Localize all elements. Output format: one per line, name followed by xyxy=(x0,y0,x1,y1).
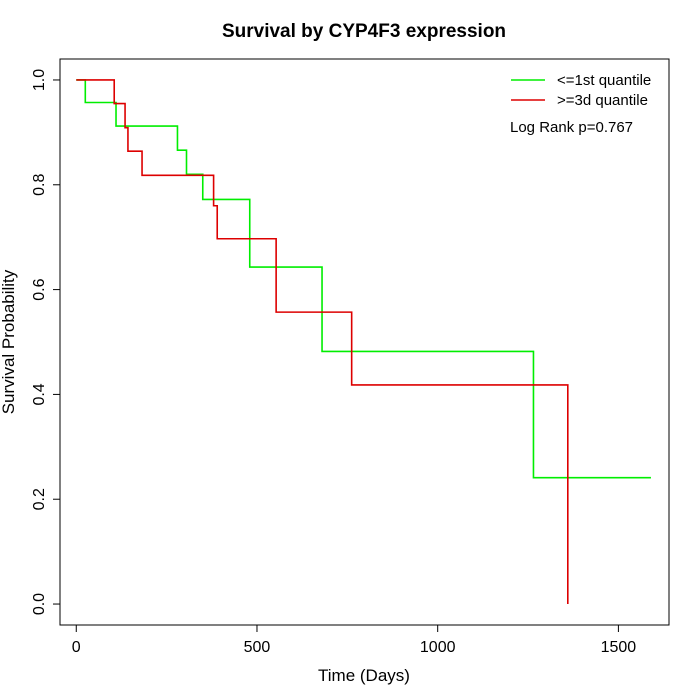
series-layer xyxy=(76,79,651,605)
y-tick-label: 1.0 xyxy=(31,69,48,91)
y-tick-label: 0.8 xyxy=(31,174,48,196)
x-axis-label: Time (Days) xyxy=(318,666,410,685)
series-line-2 xyxy=(76,79,569,605)
plot-frame xyxy=(59,58,670,626)
x-tick-label: 1500 xyxy=(601,639,637,656)
legend-entry: >=3d quantile xyxy=(557,92,648,109)
y-tick-label: 0.0 xyxy=(31,593,48,615)
y-tick-label: 0.2 xyxy=(31,488,48,510)
y-axis: 0.0 0.2 0.4 0.6 0.8 1.0 xyxy=(31,69,61,615)
x-tick-label: 0 xyxy=(72,639,81,656)
legend: <=1st quantile >=3d quantile xyxy=(511,72,651,109)
x-tick-label: 1000 xyxy=(420,639,456,656)
series-line-1 xyxy=(76,79,651,479)
x-tick-label: 500 xyxy=(244,639,271,656)
y-tick-label: 0.6 xyxy=(31,278,48,300)
y-axis-label: Survival Probability xyxy=(0,269,18,414)
y-tick-label: 0.4 xyxy=(31,383,48,405)
log-rank-annotation: Log Rank p=0.767 xyxy=(510,119,633,136)
chart-title: Survival by CYP4F3 expression xyxy=(222,21,506,42)
legend-entry: <=1st quantile xyxy=(557,72,651,89)
x-axis: 0 500 1000 1500 xyxy=(72,624,637,656)
